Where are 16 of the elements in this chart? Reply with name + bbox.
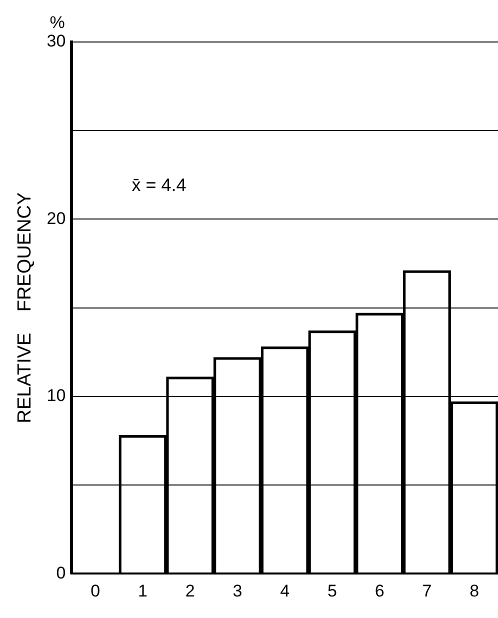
- y-tick-label: 10: [46, 386, 66, 406]
- y-tick-label: 30: [46, 32, 66, 51]
- x-tick-label: 2: [185, 581, 195, 600]
- x-tick-label: 1: [138, 581, 148, 600]
- x-tick-label: 7: [422, 581, 432, 600]
- y-tick-label: 20: [46, 208, 66, 228]
- x-tick-label: 5: [327, 581, 337, 600]
- x-tick-label: 3: [232, 581, 242, 600]
- y-tick-label: 0: [56, 563, 66, 582]
- text: %: [50, 13, 65, 32]
- x-tick-label: 0: [90, 581, 100, 600]
- x-tick-label: 4: [280, 581, 290, 600]
- x-tick-label: 6: [374, 581, 384, 600]
- y-axis-title: RELATIVE FREQUENCY: [14, 192, 36, 424]
- x-tick-label: 8: [470, 581, 480, 600]
- annotation: x̄ = 4.4: [132, 174, 186, 195]
